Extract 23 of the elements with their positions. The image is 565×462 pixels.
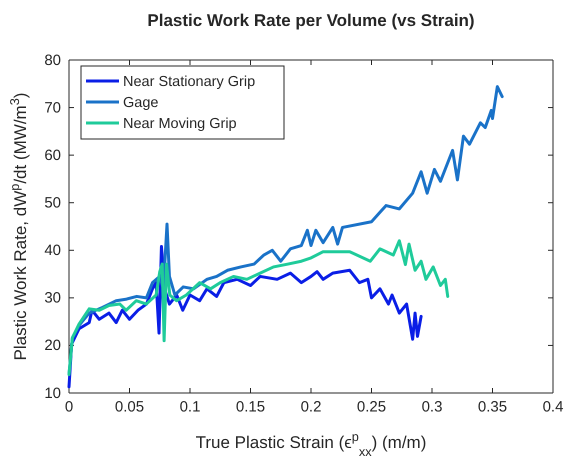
x-tick-label: 0.4 — [542, 398, 564, 416]
x-tick-label: 0.15 — [236, 398, 266, 416]
x-tick-label: 0.1 — [180, 398, 200, 416]
legend-label: Gage — [123, 95, 158, 111]
y-tick-label: 40 — [44, 242, 61, 260]
legend-label: Near Stationary Grip — [123, 74, 256, 90]
x-tick-label: 0.25 — [356, 398, 386, 416]
y-tick-label: 10 — [44, 384, 61, 402]
y-tick-label: 20 — [44, 337, 61, 354]
y-tick-label: 30 — [44, 290, 61, 307]
x-tick-label: 0.05 — [114, 398, 144, 416]
line-series — [68, 239, 450, 376]
y-tick-label: 70 — [44, 99, 61, 116]
y-tick-label: 60 — [44, 146, 61, 164]
x-tick-label: 0 — [64, 398, 74, 416]
x-tick-label: 0.3 — [422, 398, 442, 416]
x-tick-label: 0.2 — [300, 398, 322, 416]
x-axis-title: True Plastic Strain (ϵ$^{p}$$_{xx}$) (m/m) — [196, 428, 426, 458]
legend-label: Near Moving Grip — [123, 116, 237, 132]
chart-title: Plastic Work Rate per Volume (vs Strain) — [147, 11, 475, 30]
y-tick-label: 50 — [44, 194, 61, 212]
x-tick-label: 0.35 — [478, 398, 508, 416]
y-tick-label: 80 — [44, 52, 61, 69]
